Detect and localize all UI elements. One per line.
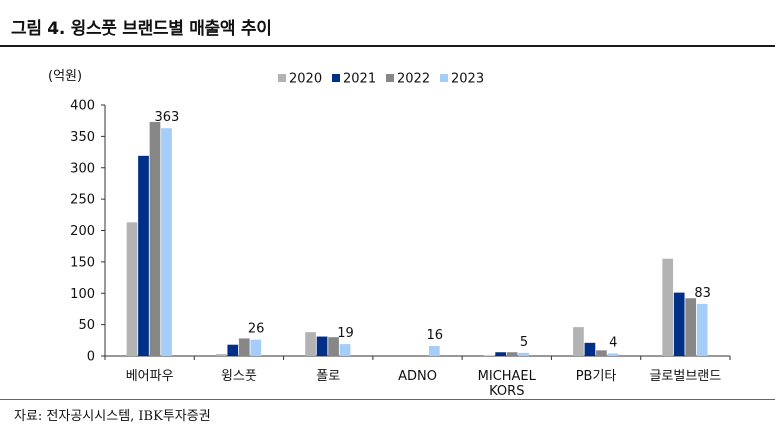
bar-2023 [518,352,529,356]
y-tick-label: 400 [70,99,95,114]
x-tick-label: 폴로 [316,369,340,384]
bar-2020 [573,327,584,356]
legend-label: 2022 [397,72,430,87]
bar-2021 [138,155,149,356]
source-note: 자료: 전자공시시스템, IBK투자증권 [14,409,211,424]
y-unit-label: (억원) [48,69,82,84]
chart-title: 그림 4. 윙스풋 브랜드별 매출액 추이 [11,19,272,39]
bar-2020 [305,332,316,356]
bar-2022 [238,338,250,356]
x-tick-label: 글로벌브랜드 [649,369,721,384]
data-label: 19 [337,326,354,341]
bar-2022 [149,121,161,356]
bar-2023 [161,128,172,356]
legend-label: 2023 [451,72,484,87]
legend-swatch-2022 [386,74,394,82]
x-tick-label: 윙스풋 [221,368,257,384]
legend-label: 2021 [343,72,376,87]
y-tick-label: 350 [70,130,95,145]
x-tick-label: MICHAEL [478,369,537,384]
y-tick-label: 100 [70,287,95,302]
bar-2022 [685,298,697,356]
y-tick-label: 200 [70,224,95,239]
x-tick-label: 베어파우 [126,369,174,384]
legend-swatch-2023 [440,74,448,82]
bar-2020 [662,258,674,356]
bar-2020 [215,354,227,356]
y-tick-label: 300 [70,161,95,176]
data-label: 4 [609,335,617,350]
bar-2021 [227,344,239,356]
footer-divider [0,399,775,400]
legend-swatch-2020 [278,74,286,82]
bar-2021 [673,292,685,356]
bar-chart: 0 50 100 150 200 250 300 350 400 (억원) 베어파우 363 윙스풋 26… [48,69,731,399]
x-tick-label: PB기타 [576,369,617,384]
bar-2023 [607,353,619,356]
data-label: 16 [426,328,443,343]
bar-2022 [328,337,339,356]
bar-2021 [495,352,506,356]
bar-2021 [584,342,596,356]
data-label: 5 [520,335,528,350]
bar-2023 [696,303,708,356]
y-tick-label: 50 [78,318,95,333]
y-tick-label: 150 [70,255,95,270]
y-tick-label: 0 [87,350,95,365]
bar-2023 [339,344,351,356]
title-divider [0,45,775,47]
bar-2023 [250,339,262,356]
bar-2020 [483,355,495,356]
x-tick-label: KORS [489,384,524,399]
y-tick-label: 250 [70,193,95,208]
x-tick-label: ADNO [398,369,437,384]
bar-2021 [316,336,328,356]
data-label: 83 [694,286,711,301]
data-label: 363 [154,110,179,125]
bar-2020 [126,222,138,356]
legend-swatch-2021 [332,74,340,82]
bar-2023 [429,345,440,356]
bar-2022 [506,352,518,356]
bar-2022 [596,350,607,356]
legend-label: 2020 [289,72,322,87]
data-label: 26 [248,322,265,337]
